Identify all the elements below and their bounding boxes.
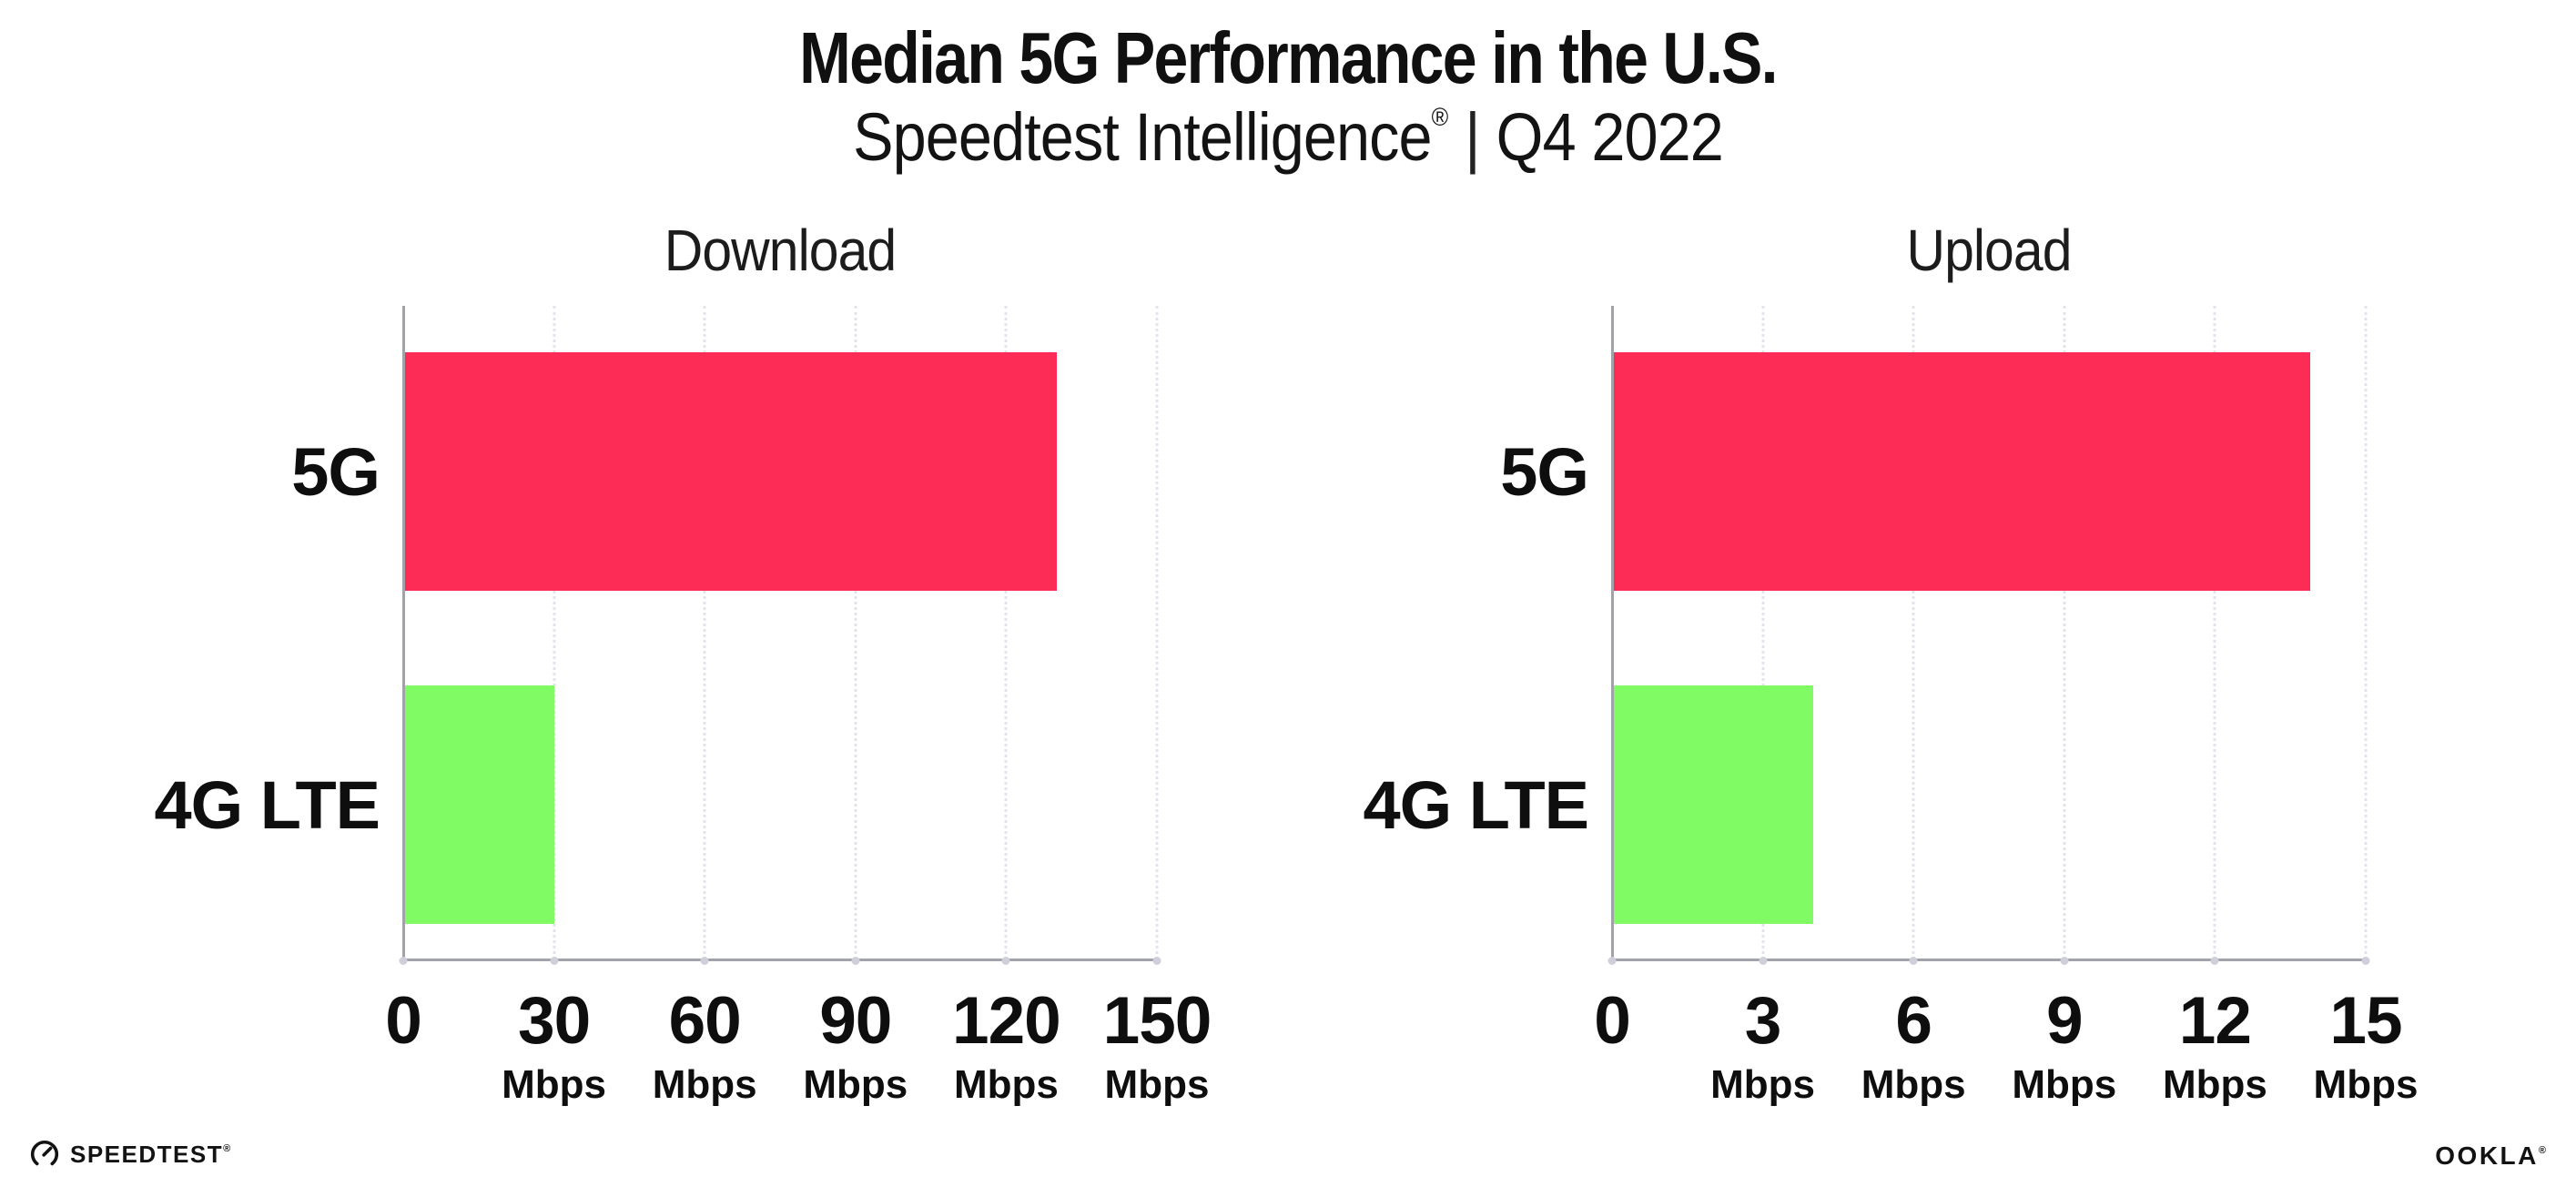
tick-value: 0 bbox=[1594, 984, 1631, 1058]
category-label-5g: 5G bbox=[1500, 433, 1589, 510]
axis-tick-dot bbox=[851, 956, 860, 965]
x-tick: 3 Mbps bbox=[1618, 988, 1909, 1105]
axis-tick-dot bbox=[2060, 956, 2069, 965]
axis-tick-dot bbox=[700, 956, 709, 965]
tick-unit: Mbps bbox=[2012, 1062, 2117, 1107]
tick-unit: Mbps bbox=[1710, 1062, 1816, 1107]
axis-tick-dot bbox=[2361, 956, 2370, 965]
download-plot-area: 5G 4G LTE 0 30 Mbps 60 Mbps 90 Mbps bbox=[154, 306, 1212, 1105]
tick-unit: Mbps bbox=[2313, 1062, 2419, 1107]
ookla-logo: OOKLA® bbox=[2435, 1141, 2546, 1171]
axis-tick-dot bbox=[550, 956, 559, 965]
gridline bbox=[2063, 306, 2066, 959]
axis-tick-dot bbox=[1001, 956, 1010, 965]
axis-tick-dot bbox=[399, 956, 408, 965]
axis-tick-dot bbox=[1909, 956, 1918, 965]
bar-4g-lte bbox=[1612, 685, 1813, 924]
category-label-4g-lte: 4G LTE bbox=[154, 766, 380, 843]
axis-tick-dot bbox=[2210, 956, 2219, 965]
speedtest-wordmark: SPEEDTEST® bbox=[70, 1141, 230, 1169]
x-tick: 0 bbox=[1466, 988, 1758, 1065]
x-tick: 90 Mbps bbox=[710, 988, 1001, 1105]
speedtest-logo: SPEEDTEST® bbox=[29, 1136, 230, 1172]
tick-unit: Mbps bbox=[502, 1062, 607, 1107]
subtitle-separator: | bbox=[1465, 99, 1480, 175]
tick-value: 12 bbox=[2178, 984, 2252, 1058]
tick-unit: Mbps bbox=[2162, 1062, 2267, 1107]
gridline bbox=[1155, 306, 1159, 959]
gridline bbox=[703, 306, 706, 959]
bar-5g bbox=[1612, 352, 2311, 591]
tick-value: 60 bbox=[668, 984, 742, 1058]
category-label-4g-lte: 4G LTE bbox=[1363, 766, 1589, 843]
tick-value: 6 bbox=[1895, 984, 1932, 1058]
x-tick: 150 Mbps bbox=[1011, 988, 1303, 1105]
x-tick: 30 Mbps bbox=[409, 988, 700, 1105]
x-axis-line bbox=[401, 958, 1159, 961]
x-tick: 15 Mbps bbox=[2220, 988, 2511, 1105]
tick-value: 3 bbox=[1744, 984, 1782, 1058]
tick-unit: Mbps bbox=[803, 1062, 908, 1107]
x-tick: 120 Mbps bbox=[860, 988, 1151, 1105]
tick-value: 120 bbox=[951, 984, 1061, 1058]
ookla-wordmark-text: OOKLA bbox=[2435, 1141, 2539, 1170]
x-tick: 12 Mbps bbox=[2069, 988, 2360, 1105]
download-chart-title: Download bbox=[664, 218, 897, 283]
tick-value: 150 bbox=[1102, 984, 1212, 1058]
gridline bbox=[2364, 306, 2368, 959]
tick-unit: Mbps bbox=[1104, 1062, 1210, 1107]
tick-value: 9 bbox=[2045, 984, 2084, 1058]
axis-tick-dot bbox=[1759, 956, 1768, 965]
tick-unit: Mbps bbox=[1861, 1062, 1966, 1107]
gridline bbox=[854, 306, 857, 959]
gridline bbox=[553, 306, 556, 959]
x-tick: 60 Mbps bbox=[559, 988, 850, 1105]
axis-tick-dot bbox=[1607, 956, 1617, 965]
speedtest-gauge-icon bbox=[30, 1140, 59, 1166]
category-label-5g: 5G bbox=[291, 433, 380, 510]
tick-value: 15 bbox=[2329, 984, 2402, 1058]
x-tick: 9 Mbps bbox=[1919, 988, 2210, 1105]
x-tick: 0 bbox=[258, 988, 549, 1065]
y-axis-line bbox=[401, 306, 405, 961]
y-axis-line bbox=[1610, 306, 1614, 961]
tick-value: 30 bbox=[517, 984, 591, 1058]
bar-5g bbox=[403, 352, 1057, 591]
axis-tick-dot bbox=[1152, 956, 1161, 965]
gridline bbox=[1004, 306, 1008, 959]
download-chart: Download 5G 4G LTE 0 bbox=[154, 0, 1212, 1197]
gridline bbox=[2213, 306, 2216, 959]
gridline bbox=[1761, 306, 1765, 959]
upload-chart-title: Upload bbox=[1906, 218, 2072, 283]
subtitle-product: Speedtest Intelligence bbox=[853, 99, 1432, 175]
speedtest-trademark-symbol: ® bbox=[223, 1142, 231, 1154]
page-title: Median 5G Performance in the U.S. bbox=[799, 17, 1778, 98]
tick-value: 90 bbox=[819, 984, 892, 1058]
x-axis-line bbox=[1610, 958, 2368, 961]
subtitle-period: Q4 2022 bbox=[1496, 99, 1724, 175]
bar-4g-lte bbox=[403, 685, 554, 924]
upload-chart: Upload 5G 4G LTE 0 bbox=[1363, 0, 2418, 1197]
page-subtitle: Speedtest Intelligence® | Q4 2022 bbox=[129, 98, 2448, 176]
speedtest-wordmark-text: SPEEDTEST bbox=[70, 1140, 224, 1168]
tick-unit: Mbps bbox=[652, 1062, 757, 1107]
gridline bbox=[1912, 306, 1915, 959]
tick-value: 0 bbox=[385, 984, 422, 1058]
upload-plot-area: 5G 4G LTE 0 3 Mbps 6 Mbps 9 Mbps bbox=[1363, 306, 2418, 1105]
registered-trademark-symbol: ® bbox=[1431, 103, 1449, 131]
x-tick: 6 Mbps bbox=[1768, 988, 2059, 1105]
ookla-trademark-symbol: ® bbox=[2538, 1145, 2546, 1156]
tick-unit: Mbps bbox=[953, 1062, 1059, 1107]
